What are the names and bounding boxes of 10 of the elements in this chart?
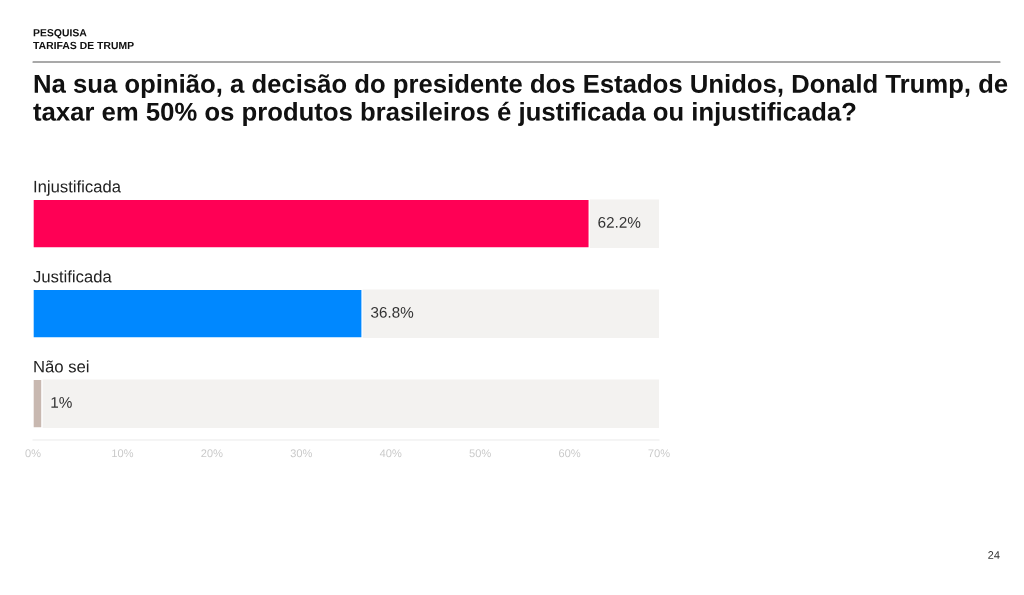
- data-label: 36.8%: [371, 306, 414, 318]
- y-tick-label: Não sei: [34, 360, 89, 373]
- text: 24: [988, 551, 1000, 559]
- chart-title: Na sua opinião, a decisão do presidente dos Estados Unidos, Donald Trump, de taxar em 50% os produtos brasileiros é justificada ou injustificada?: [33, 74, 1008, 126]
- bar: [33, 378, 43, 429]
- y-tick-label: Injustificada: [34, 180, 122, 196]
- data-label: 62.2%: [598, 216, 641, 228]
- chart-subtitle: PESQUISA TARIFAS DE TRUMP: [33, 29, 134, 50]
- y-tick-label: Justificada: [33, 270, 112, 283]
- data-label: 1%: [51, 397, 72, 408]
